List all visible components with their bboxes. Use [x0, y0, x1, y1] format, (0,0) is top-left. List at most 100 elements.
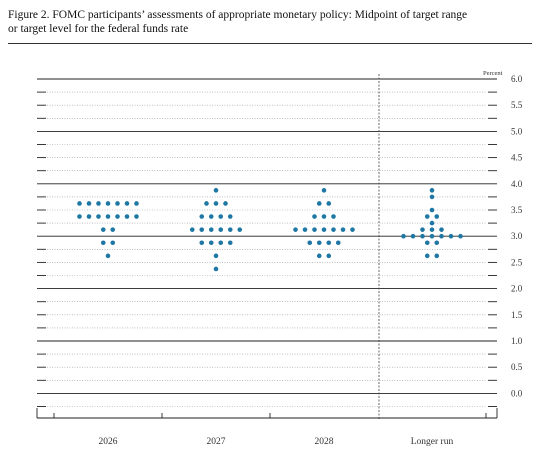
- participant-dot: [86, 214, 92, 219]
- participant-dot: [321, 188, 327, 193]
- y-tick-label: 3.5: [511, 205, 523, 215]
- participant-dot: [302, 227, 308, 232]
- participant-dot: [105, 201, 111, 206]
- participant-dot: [208, 240, 214, 246]
- participant-dot: [424, 214, 430, 219]
- participant-dot: [115, 214, 120, 219]
- participant-dot: [293, 227, 298, 232]
- participant-dot: [335, 240, 341, 246]
- y-tick-label: 4.5: [511, 153, 523, 163]
- x-category-label: 2026: [99, 437, 118, 447]
- y-tick-label: 6.0: [511, 74, 523, 84]
- participant-dot: [134, 214, 139, 219]
- participant-dot: [429, 220, 435, 226]
- participant-dot: [429, 233, 435, 239]
- participant-dot: [350, 227, 355, 232]
- participant-dot: [439, 227, 444, 232]
- participant-dot: [424, 253, 430, 259]
- participant-dot: [429, 188, 435, 193]
- participant-dot: [115, 201, 120, 206]
- participant-dot: [213, 266, 219, 272]
- participant-dot: [218, 240, 224, 246]
- participant-dot: [321, 227, 327, 232]
- participant-dot: [227, 227, 233, 232]
- participant-dot: [434, 253, 440, 259]
- participant-dot: [208, 227, 214, 232]
- x-category-label: 2027: [207, 437, 226, 447]
- participant-dot: [199, 227, 205, 232]
- participant-dot: [326, 253, 332, 259]
- y-tick-label: 1.5: [511, 310, 523, 320]
- participant-dot: [208, 214, 214, 219]
- participant-dot: [429, 194, 435, 200]
- x-category-label: Longer run: [411, 437, 454, 447]
- participant-dot: [199, 214, 205, 219]
- participant-dot: [105, 253, 111, 259]
- y-tick-label: 5.0: [511, 126, 523, 136]
- participant-dot: [213, 201, 219, 206]
- y-tick-label: 4.0: [511, 179, 523, 189]
- y-tick-label: 1.0: [511, 336, 523, 346]
- y-tick-label: 2.0: [511, 284, 523, 294]
- participant-dot: [189, 227, 195, 232]
- participant-dot: [218, 214, 224, 219]
- participant-dot: [199, 240, 205, 246]
- participant-dot: [434, 240, 440, 246]
- y-tick-label: 0.5: [511, 362, 523, 372]
- participant-dot: [227, 214, 233, 219]
- x-category-label: 2028: [315, 437, 334, 447]
- participant-dot: [316, 253, 322, 259]
- participant-dot: [312, 227, 317, 232]
- participant-dot: [218, 227, 224, 232]
- participant-dot: [331, 214, 336, 219]
- figure-title: Figure 2. FOMC participants’ assessments…: [8, 8, 532, 36]
- participant-dot: [326, 201, 332, 206]
- participant-dot: [100, 240, 106, 246]
- participant-dot: [316, 201, 322, 206]
- participant-dot: [77, 214, 82, 219]
- figure-title-line-1: Figure 2. FOMC participants’ assessments…: [8, 9, 468, 21]
- axis-layer: 6.0 5.5 5.0 4.5 4.0 3.5 3.0 2.5 2.0 1.5 1.0 0.5 0.0 2…: [36, 74, 523, 447]
- participant-dot: [326, 240, 332, 246]
- participant-dot: [96, 201, 101, 206]
- participant-dot: [458, 233, 463, 239]
- participant-dot: [312, 214, 317, 219]
- participant-dot: [410, 233, 416, 239]
- participant-dot: [213, 188, 219, 193]
- title-rule: [8, 43, 532, 44]
- participant-dot: [434, 214, 440, 219]
- participant-dot: [420, 233, 425, 239]
- participant-dot: [401, 233, 406, 239]
- participant-dot: [429, 207, 435, 213]
- y-tick-label: 3.0: [511, 231, 523, 241]
- participant-dot: [340, 227, 346, 232]
- participant-dot: [105, 214, 111, 219]
- participant-dot: [110, 240, 116, 246]
- participant-dot: [96, 214, 101, 219]
- participant-dot: [424, 240, 430, 246]
- participant-dot: [124, 201, 130, 206]
- participant-dot: [429, 227, 435, 232]
- y-tick-label: 2.5: [511, 257, 523, 267]
- dots-layer: [77, 188, 463, 272]
- participant-dot: [124, 214, 130, 219]
- participant-dot: [316, 240, 322, 246]
- y-tick-label: 5.5: [511, 100, 523, 110]
- participant-dot: [223, 201, 228, 206]
- participant-dot: [227, 240, 233, 246]
- participant-dot: [110, 227, 116, 232]
- participant-dot: [204, 201, 209, 206]
- participant-dot: [213, 253, 219, 259]
- participant-dot: [100, 227, 106, 232]
- participant-dot: [448, 233, 454, 239]
- participant-dot: [237, 227, 243, 232]
- participant-dot: [420, 227, 425, 232]
- participant-dot: [77, 201, 82, 206]
- participant-dot: [86, 201, 92, 206]
- figure-title-line-2: or target level for the federal funds ra…: [8, 23, 189, 35]
- y-axis-unit-label: Percent: [483, 70, 503, 77]
- participant-dot: [321, 214, 327, 219]
- participant-dot: [439, 233, 444, 239]
- participant-dot: [307, 240, 313, 246]
